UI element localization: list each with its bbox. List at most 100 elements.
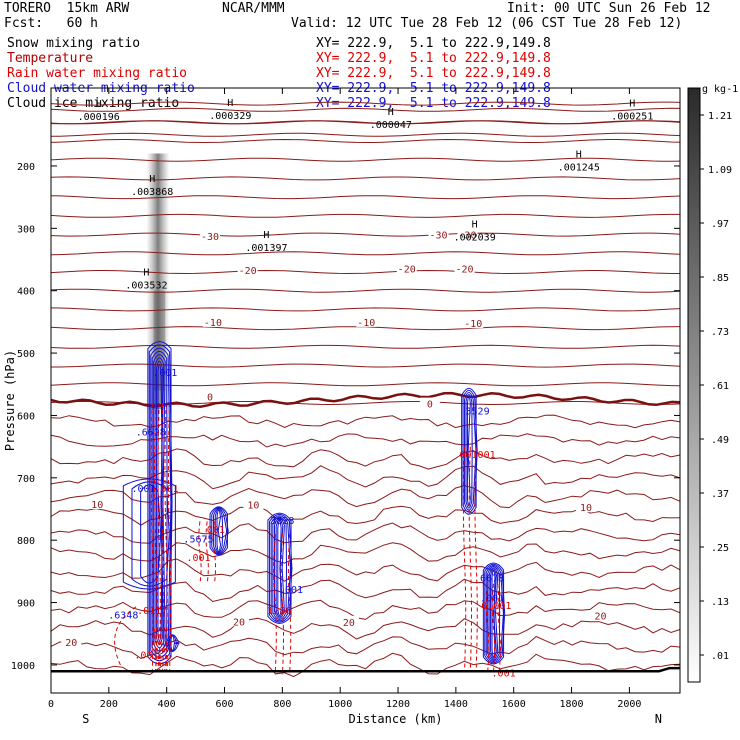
mixing-ratio-label: .001 <box>134 650 158 661</box>
cloud-water-cell-1450km <box>462 389 478 513</box>
colorbar-tick-label: .37 <box>711 489 729 500</box>
isotherm-line <box>50 465 681 490</box>
isotherm-line <box>50 269 680 275</box>
y-tick-label: 600 <box>17 411 35 422</box>
colorbar: .01 .13 .25 .37 .49 .61 .73 .85 .97 1.09 1.21 g kg-… <box>687 84 738 683</box>
isotherm-label-bg <box>200 229 221 241</box>
colorbar-tick-label: .01 <box>711 651 729 662</box>
mixing-ratio-label: 3529 <box>466 406 490 417</box>
valid-time: Valid: 12 UTC Tue 28 Feb 12 (06 CST Tue … <box>291 16 683 31</box>
high-marker: H <box>263 230 269 241</box>
isotherm-label-bg <box>576 501 597 513</box>
y-tick-label: 700 <box>17 474 35 485</box>
y-tick-label: 900 <box>17 599 35 610</box>
isotherm-label-bg <box>87 498 108 510</box>
mixing-ratio-label: .001 <box>131 484 155 495</box>
colorbar-unit-label: g kg-1 <box>702 84 738 95</box>
ice-shading-core <box>153 290 166 391</box>
isotherm-line <box>50 120 681 125</box>
colorbar-tick-label: .25 <box>711 543 729 554</box>
org-label: NCAR/MMM <box>222 1 285 16</box>
isotherm-line <box>50 157 681 162</box>
cloud-water-cell-800km <box>274 517 285 619</box>
isotherm-line <box>50 251 681 256</box>
high-marker: H <box>388 107 394 118</box>
mixing-ratio-label: 1286 <box>267 606 291 617</box>
init-time: Init: 00 UTC Sun 26 Feb 12 <box>507 1 711 16</box>
isotherm-line <box>50 307 681 312</box>
isotherm-line <box>50 132 681 137</box>
isotherm-label: -30 <box>458 231 476 242</box>
high-value-label: .003532 <box>125 280 167 291</box>
isotherm-label-bg <box>428 228 449 240</box>
x-tick-label: 200 <box>100 699 118 710</box>
isotherm-label-bg <box>457 228 478 240</box>
isotherm-label: 20 <box>594 612 606 623</box>
cloud-water-main-column <box>157 363 164 642</box>
cloud-water-cell-1550km <box>491 569 496 658</box>
isotherm-label-bg <box>454 262 475 274</box>
mixing-ratio-label: .5675 <box>183 534 213 545</box>
cloud-water-cell-base <box>170 635 178 651</box>
rain-cell-1550km <box>491 583 496 672</box>
isotherm-label: 10 <box>580 503 592 514</box>
field-name-cloud-ice: Cloud ice mixing ratio <box>7 96 180 111</box>
x-tick-label: 1200 <box>386 699 410 710</box>
isotherm-label: 10 <box>91 500 103 511</box>
x-tick-label: 600 <box>215 699 233 710</box>
isotherm-line <box>50 558 681 582</box>
rain-cell-1550km <box>497 583 501 672</box>
mixing-ratio-label: 0.001 <box>481 601 511 612</box>
y-tick-label: 400 <box>17 287 35 298</box>
rain-contour-left <box>114 605 139 666</box>
isotherm-label: -30 <box>429 231 447 242</box>
isotherm-label-bg <box>200 390 221 402</box>
isotherm-line <box>50 176 681 181</box>
cloud-water-cell-800km <box>272 516 287 621</box>
colorbar-tick-label: .13 <box>711 597 729 608</box>
isotherm-lines <box>50 101 681 678</box>
field-name-rain: Rain water mixing ratio <box>7 66 188 81</box>
isotherm-label-bg <box>228 615 249 627</box>
x-axis-label: Distance (km) <box>349 712 443 726</box>
plot-frame <box>50 87 681 694</box>
rain-cell-800km <box>273 533 277 675</box>
isotherm-line <box>50 485 681 509</box>
isotherm-line <box>50 578 681 603</box>
x-tick-label: 2000 <box>617 699 641 710</box>
rain-cell-550km <box>212 521 217 584</box>
cloud-water-cell-1450km <box>464 391 477 511</box>
colorbar-tick-label: .61 <box>711 381 729 392</box>
field-name-snow: Snow mixing ratio <box>7 36 141 51</box>
freezing-level-line <box>50 391 681 408</box>
rain-cell-550km <box>205 521 209 584</box>
isotherm-line <box>50 522 681 544</box>
isotherm-line <box>50 213 680 218</box>
isotherm-label-bg <box>396 262 417 274</box>
mixing-ratio-label: .001 <box>279 585 303 596</box>
high-marker: H <box>576 150 582 161</box>
isotherm-line <box>50 505 681 526</box>
high-marker: H <box>472 219 478 230</box>
isotherm-label: -20 <box>398 264 416 275</box>
colorbar-tick-label: .97 <box>711 219 729 230</box>
field-name-temperature: Temperature <box>7 51 94 66</box>
rain-main-base <box>153 627 157 672</box>
y-tick-label: 1000 <box>11 661 35 672</box>
cloud-water-cell-1550km <box>488 567 499 660</box>
rain-cell-800km <box>287 533 292 675</box>
mixing-ratio-label: 001001 <box>460 450 496 461</box>
cloud-water-column-skirt <box>131 481 170 587</box>
colorbar-tick-label: .73 <box>711 327 729 338</box>
isotherm-label: 20 <box>65 638 77 649</box>
high-value-label: .003868 <box>131 187 173 198</box>
high-value-label: .000196 <box>78 112 120 123</box>
isotherm-line <box>50 232 681 237</box>
colorbar-tick-label: .85 <box>711 273 729 284</box>
cloud-water-column-skirt <box>140 484 162 584</box>
high-marker: H <box>96 99 102 110</box>
isotherm-line <box>50 448 681 470</box>
mixing-ratio-label: .001 <box>492 668 516 679</box>
isotherm-line <box>50 382 681 387</box>
